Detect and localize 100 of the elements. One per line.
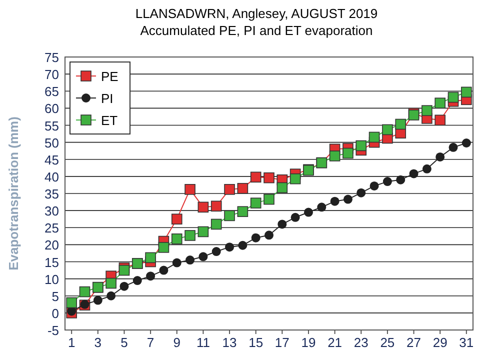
point (198, 226, 209, 238)
point (238, 240, 248, 250)
x-tick-label: 13 (222, 335, 237, 350)
y-axis-title: Evapotranspiration (mm) (6, 116, 21, 270)
point (264, 230, 274, 240)
y-tick-label: -5 (47, 323, 59, 338)
y-tick-label: 45 (44, 152, 59, 168)
y-tick-label: 35 (44, 186, 59, 202)
point (436, 152, 445, 162)
x-tick-label: 19 (301, 335, 316, 350)
x-tick-label: 1 (68, 335, 76, 350)
point (409, 169, 418, 178)
point (171, 214, 182, 224)
x-tick-label: 9 (173, 335, 180, 350)
point (329, 150, 340, 162)
point (210, 200, 222, 212)
point (461, 86, 472, 98)
x-tick-label: 5 (120, 335, 128, 350)
y-tick-label: 30 (44, 204, 59, 219)
point (370, 181, 379, 190)
x-tick-label: 15 (248, 335, 264, 350)
x-tick-label: 31 (459, 335, 474, 350)
point (158, 242, 170, 253)
point (382, 124, 393, 136)
point (186, 256, 195, 265)
point (395, 118, 406, 130)
point (396, 175, 406, 184)
point (93, 296, 102, 305)
point (250, 198, 262, 208)
point (118, 264, 130, 276)
point (171, 233, 182, 244)
point (264, 172, 274, 184)
point (198, 202, 209, 213)
point (237, 182, 248, 194)
point (66, 297, 77, 308)
y-tick-label: 55 (44, 118, 59, 134)
y-tick-label: 15 (44, 254, 59, 270)
point (159, 266, 168, 275)
y-tick-label: 25 (44, 220, 59, 236)
y-tick-label: 10 (44, 272, 59, 287)
point (343, 194, 352, 204)
point (106, 291, 116, 300)
point (79, 286, 90, 298)
x-tick-label: 21 (328, 335, 342, 350)
point (146, 272, 156, 281)
point (304, 208, 313, 217)
legend-label: PE (101, 69, 119, 84)
x-tick-label: 11 (196, 335, 210, 350)
point (250, 172, 262, 183)
point (198, 252, 208, 262)
point (225, 242, 234, 252)
point (434, 114, 446, 126)
point (356, 188, 366, 198)
legend-label: PI (101, 91, 114, 106)
point (276, 182, 288, 194)
point (448, 142, 458, 152)
point (106, 278, 116, 289)
point (184, 230, 196, 241)
point (145, 252, 156, 264)
point (317, 202, 326, 212)
y-tick-label: 20 (44, 238, 59, 253)
point (251, 233, 260, 242)
point (212, 247, 221, 256)
point (224, 184, 235, 195)
point (462, 138, 471, 148)
y-tick-label: 5 (52, 288, 59, 304)
point (264, 194, 274, 205)
x-tick-label: 3 (94, 335, 102, 350)
x-tick-label: 23 (354, 335, 368, 350)
y-tick-label: 40 (44, 169, 59, 184)
point (382, 177, 392, 186)
legend-label: ET (101, 113, 118, 128)
point (184, 184, 196, 195)
point (356, 140, 367, 152)
x-tick-label: 29 (432, 335, 448, 350)
point (422, 164, 432, 174)
point (448, 92, 459, 103)
chart-title: LLANSADWRN, Anglesey, AUGUST 2019 (135, 6, 378, 21)
point (290, 173, 301, 184)
chart-subtitle: Accumulated PE, PI and ET evaporation (140, 23, 373, 38)
point (342, 148, 354, 159)
point (368, 132, 380, 143)
point (278, 220, 287, 229)
point (120, 282, 129, 291)
x-tick-label: 25 (380, 335, 395, 350)
point (434, 98, 446, 108)
point (132, 276, 142, 286)
y-tick-label: 50 (44, 135, 59, 150)
y-tick-label: 70 (44, 67, 59, 82)
y-tick-label: 60 (44, 101, 59, 116)
y-tick-label: 0 (52, 306, 59, 321)
point (224, 210, 235, 222)
point (290, 212, 300, 222)
point (422, 105, 432, 116)
point (237, 206, 248, 217)
y-tick-label: 75 (44, 50, 59, 65)
x-tick-label: 7 (146, 335, 154, 350)
x-tick-label: 17 (274, 335, 290, 350)
point (210, 218, 222, 230)
y-tick-label: 65 (44, 84, 59, 100)
